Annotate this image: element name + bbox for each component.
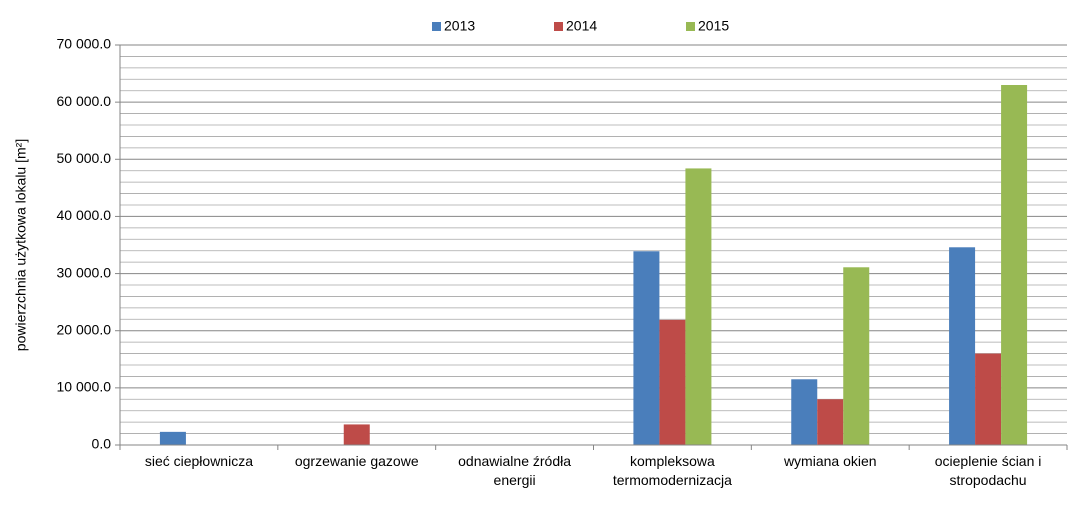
bar bbox=[159, 431, 186, 445]
y-tick-label: 30 000.0 bbox=[57, 264, 112, 280]
bar bbox=[949, 247, 976, 445]
legend-swatch bbox=[554, 22, 563, 31]
legend-swatch bbox=[686, 22, 695, 31]
bar bbox=[343, 424, 370, 445]
bar bbox=[817, 399, 844, 445]
legend-label: 2014 bbox=[566, 18, 597, 34]
y-axis-title: powierzchnia użytkowa lokalu [m²] bbox=[13, 139, 29, 351]
x-tick-label: sieć ciepłownicza bbox=[144, 453, 253, 469]
y-tick-label: 10 000.0 bbox=[57, 379, 112, 395]
bar bbox=[1001, 85, 1028, 445]
y-tick-label: 40 000.0 bbox=[57, 207, 112, 223]
bar bbox=[659, 319, 686, 445]
bar bbox=[843, 267, 870, 445]
x-tick-label: odnawialne źródła energii bbox=[458, 453, 571, 488]
legend-swatch bbox=[432, 22, 441, 31]
x-tick-label: ogrzewanie gazowe bbox=[294, 453, 419, 469]
x-tick-label: wymiana okien bbox=[783, 453, 877, 469]
x-tick-label: kompleksowa termomodernizacja bbox=[612, 453, 732, 488]
bar bbox=[685, 168, 712, 445]
bar bbox=[975, 353, 1002, 445]
y-tick-label: 20 000.0 bbox=[57, 321, 112, 337]
legend-label: 2013 bbox=[444, 18, 475, 34]
bar bbox=[633, 251, 660, 445]
y-tick-label: 0.0 bbox=[92, 436, 112, 452]
legend-label: 2015 bbox=[698, 18, 729, 34]
y-tick-label: 50 000.0 bbox=[57, 150, 112, 166]
y-tick-label: 60 000.0 bbox=[57, 93, 112, 109]
y-tick-label: 70 000.0 bbox=[57, 36, 112, 52]
bar bbox=[791, 379, 818, 445]
x-tick-label: ocieplenie ścian i stropodachu bbox=[934, 453, 1042, 488]
